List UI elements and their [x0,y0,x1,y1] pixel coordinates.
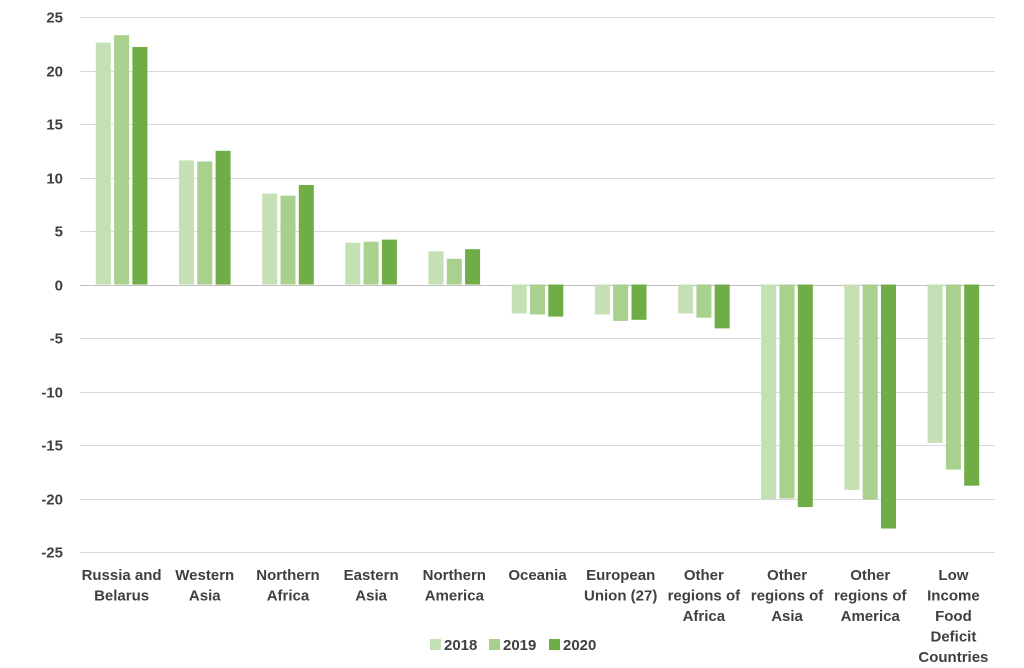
bar-2019 [446,258,462,285]
category-label: European Union (27) [584,567,657,605]
y-tick-label: -25 [41,545,63,562]
x-axis-category-labels: Russia and Belarus Western Asia Northern Afri… [82,567,989,666]
bar-2019 [197,161,213,285]
y-tick-label: 5 [55,224,63,241]
bar-2020 [132,47,148,285]
bar-2019 [945,284,961,470]
category-label: Eastern Asia [344,567,399,605]
category-label: Other regions of America [834,567,908,625]
category-label-line: Eastern [344,567,399,584]
legend-label: 2020 [563,637,596,654]
category-label-line: regions of [751,588,825,605]
category-label-line: Russia and [82,567,162,584]
y-tick-label: -15 [41,438,63,455]
bar-2018 [428,251,444,285]
category-label-line: Countries [918,649,988,666]
y-axis-tick-labels: 25 20 15 10 5 0 -5 -10 -15 -20 -25 [41,10,63,562]
category-label: Low Income Food Deficit Countries [918,567,988,666]
category-label-line: Asia [189,588,221,605]
y-tick-label: -20 [41,492,63,509]
bar-2020 [797,284,813,508]
bar-2018 [678,284,694,314]
category-label-line: Africa [683,608,726,625]
category-label-line: Deficit [930,629,976,646]
legend: 2018 2019 2020 [430,637,596,654]
bar-2019 [696,284,712,318]
category-label-line: Other [850,567,890,584]
category-label: Russia and Belarus [82,567,162,605]
y-tick-label: 20 [46,64,63,81]
category-label-line: Belarus [94,588,149,605]
bar-2020 [465,249,481,285]
category-label-line: Other [767,567,807,584]
category-label-line: Food [935,608,972,625]
bar-2019 [114,35,130,285]
category-label: Other regions of Africa [668,567,742,625]
bar-2018 [262,193,278,285]
category-label: Western Asia [175,567,234,605]
category-label-line: Asia [355,588,387,605]
category-label: Northern America [423,567,486,605]
category-label-line: regions of [834,588,908,605]
category-label-line: Western [175,567,234,584]
category-label: Other regions of Asia [751,567,825,625]
category-label-line: Northern [423,567,486,584]
category-label-line: regions of [668,588,742,605]
bar-2019 [862,284,878,500]
category-label-line: America [425,588,485,605]
bar-2018 [511,284,527,314]
category-label-line: Union (27) [584,588,657,605]
bar-2019 [613,284,629,321]
category-label: Northern Africa [256,567,319,605]
category-label: Oceania [508,567,567,584]
y-tick-label: 15 [46,117,63,134]
y-tick-label: 10 [46,171,63,188]
bar-2019 [280,195,296,285]
category-label-line: Oceania [508,567,567,584]
bar-2018 [594,284,610,315]
bar-2018 [927,284,943,443]
bar-2018 [761,284,777,500]
legend-swatch-2020 [549,639,560,650]
bars [95,35,980,529]
bar-2018 [179,160,194,285]
legend-label: 2019 [503,637,536,654]
legend-swatch-2018 [430,639,441,650]
category-label-line: Asia [771,608,803,625]
legend-swatch-2019 [489,639,500,650]
bar-2020 [215,150,231,285]
bar-2020 [298,185,314,285]
y-tick-label: -5 [50,331,63,348]
bar-2020 [381,239,397,285]
category-label-line: Income [927,588,980,605]
bar-2020 [714,284,730,329]
y-tick-label: 25 [46,10,63,27]
legend-label: 2018 [444,637,477,654]
category-label-line: America [841,608,901,625]
bar-2018 [95,42,111,285]
category-label-line: Other [684,567,724,584]
bar-2020 [881,284,896,529]
category-label-line: Low [938,567,968,584]
y-tick-label: -10 [41,385,63,402]
bar-2020 [964,284,980,486]
bar-2019 [363,241,379,285]
bar-2019 [530,284,545,315]
category-label-line: European [586,567,655,584]
category-label-line: Northern [256,567,319,584]
category-label-line: Africa [267,588,310,605]
bar-2020 [548,284,564,317]
bar-2018 [844,284,860,490]
bar-2019 [779,284,795,499]
bar-2020 [631,284,647,320]
y-tick-label: 0 [55,278,63,295]
bar-2018 [345,242,361,285]
